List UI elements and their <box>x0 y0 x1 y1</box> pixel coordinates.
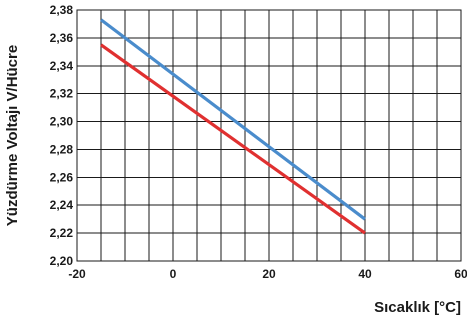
x-axis-title: Sıcaklık [°C] <box>374 299 461 316</box>
y-tick-label: 2,22 <box>50 226 74 240</box>
series-line-1 <box>100 18 366 221</box>
x-tick-label: 60 <box>454 267 467 281</box>
y-tick-label: 2,28 <box>50 142 74 156</box>
y-tick-label: 2,36 <box>50 31 74 45</box>
y-tick-label: 2,34 <box>50 59 74 73</box>
series-line-2 <box>100 43 366 235</box>
x-tick-label: 0 <box>170 267 177 281</box>
y-tick-label: 2,38 <box>50 3 74 17</box>
series-layer <box>100 18 366 235</box>
x-tick-label: -20 <box>68 267 86 281</box>
y-axis-ticks: 2,20 2,22 2,24 2,26 2,28 2,30 2,32 2,34 2,36 2,38 <box>50 3 74 268</box>
x-axis-ticks: -20 0 20 40 60 <box>68 267 467 281</box>
grid <box>77 10 461 261</box>
y-tick-label: 2,24 <box>50 198 74 212</box>
y-axis-title: Yüzdürme Voltajı V/Hücre <box>4 45 21 226</box>
y-tick-label: 2,20 <box>50 254 74 268</box>
y-tick-label: 2,32 <box>50 87 74 101</box>
y-tick-label: 2,30 <box>50 115 74 129</box>
plot-frame <box>76 9 462 262</box>
x-tick-label: 40 <box>358 267 372 281</box>
x-tick-label: 20 <box>262 267 276 281</box>
y-tick-label: 2,26 <box>50 170 74 184</box>
